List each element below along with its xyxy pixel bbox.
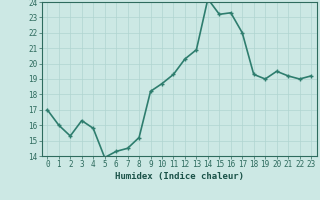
X-axis label: Humidex (Indice chaleur): Humidex (Indice chaleur) xyxy=(115,172,244,181)
